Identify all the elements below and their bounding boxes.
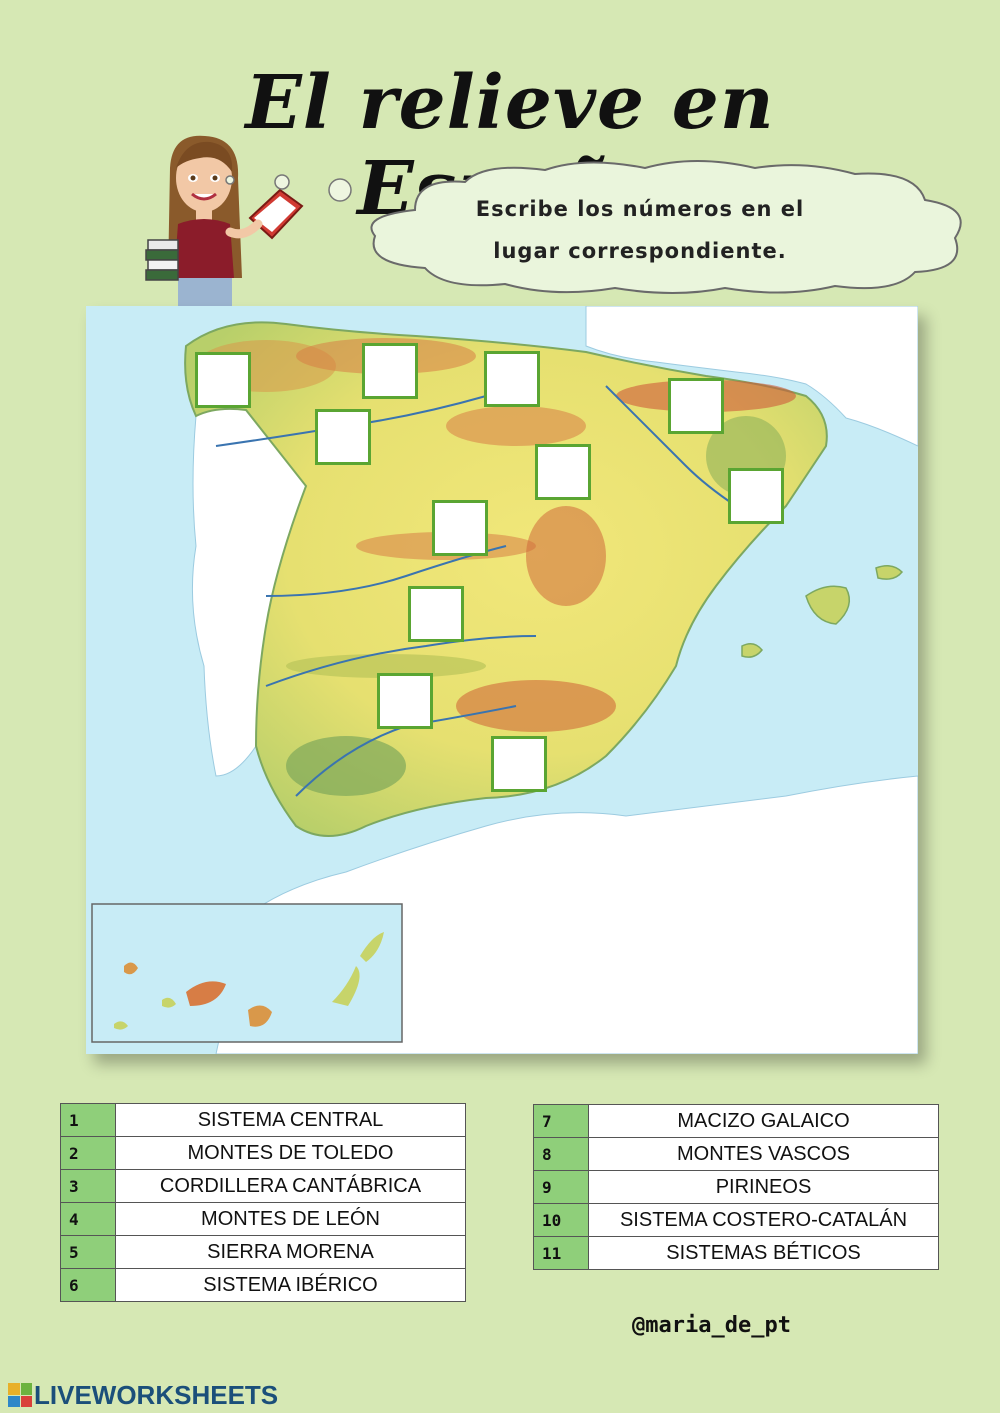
key-row: 2 MONTES DE TOLEDO bbox=[60, 1136, 466, 1170]
key-name: MONTES VASCOS bbox=[588, 1137, 939, 1171]
key-row: 3 CORDILLERA CANTÁBRICA bbox=[60, 1169, 466, 1203]
key-row: 9 PIRINEOS bbox=[533, 1170, 939, 1204]
key-row: 5 SIERRA MORENA bbox=[60, 1235, 466, 1269]
key-table-left: 1 SISTEMA CENTRAL 2 MONTES DE TOLEDO 3 CORDIL… bbox=[60, 1103, 466, 1302]
answer-box[interactable] bbox=[362, 343, 418, 399]
key-number: 2 bbox=[60, 1136, 116, 1170]
answer-box[interactable] bbox=[432, 500, 488, 556]
thought-dots-icon bbox=[225, 174, 352, 202]
answer-box[interactable] bbox=[728, 468, 784, 524]
instructions-line-1: Escribe los números en el bbox=[475, 197, 805, 221]
key-number: 5 bbox=[60, 1235, 116, 1269]
key-table-right: 7 MACIZO GALAICO 8 MONTES VASCOS 9 PIRINEOS 10… bbox=[533, 1104, 939, 1270]
map-of-spain-image bbox=[86, 306, 918, 1054]
key-number: 4 bbox=[60, 1202, 116, 1236]
instructions-line-2: lugar correspondiente. bbox=[493, 239, 787, 263]
key-row: 4 MONTES DE LEÓN bbox=[60, 1202, 466, 1236]
key-row: 1 SISTEMA CENTRAL bbox=[60, 1103, 466, 1137]
key-number: 3 bbox=[60, 1169, 116, 1203]
key-row: 8 MONTES VASCOS bbox=[533, 1137, 939, 1171]
answer-box[interactable] bbox=[535, 444, 591, 500]
key-name: SISTEMAS BÉTICOS bbox=[588, 1236, 939, 1270]
answer-box[interactable] bbox=[408, 586, 464, 642]
key-number: 6 bbox=[60, 1268, 116, 1302]
key-number: 7 bbox=[533, 1104, 589, 1138]
key-number: 8 bbox=[533, 1137, 589, 1171]
key-name: SISTEMA IBÉRICO bbox=[115, 1268, 466, 1302]
author-credit: @maria_de_pt bbox=[632, 1313, 791, 1338]
answer-box[interactable] bbox=[315, 409, 371, 465]
answer-box[interactable] bbox=[195, 352, 251, 408]
relief-map bbox=[86, 306, 918, 1054]
key-number: 10 bbox=[533, 1203, 589, 1237]
answer-box[interactable] bbox=[484, 351, 540, 407]
key-row: 7 MACIZO GALAICO bbox=[533, 1104, 939, 1138]
brand-footer[interactable]: LIVEWORKSHEETS bbox=[8, 1380, 278, 1410]
key-name: MACIZO GALAICO bbox=[588, 1104, 939, 1138]
key-name: PIRINEOS bbox=[588, 1170, 939, 1204]
key-number: 1 bbox=[60, 1103, 116, 1137]
thought-cloud bbox=[370, 160, 962, 294]
answer-box[interactable] bbox=[668, 378, 724, 434]
key-row: 11 SISTEMAS BÉTICOS bbox=[533, 1236, 939, 1270]
brand-name: LIVEWORKSHEETS bbox=[34, 1379, 279, 1410]
key-name: SISTEMA COSTERO-CATALÁN bbox=[588, 1203, 939, 1237]
instructions: Escribe los números en el lugar correspo… bbox=[400, 188, 880, 272]
key-name: MONTES DE TOLEDO bbox=[115, 1136, 466, 1170]
key-name: MONTES DE LEÓN bbox=[115, 1202, 466, 1236]
key-name: CORDILLERA CANTÁBRICA bbox=[115, 1169, 466, 1203]
answer-box[interactable] bbox=[377, 673, 433, 729]
answer-box[interactable] bbox=[491, 736, 547, 792]
key-row: 10 SISTEMA COSTERO-CATALÁN bbox=[533, 1203, 939, 1237]
key-number: 9 bbox=[533, 1170, 589, 1204]
key-name: SISTEMA CENTRAL bbox=[115, 1103, 466, 1137]
key-number: 11 bbox=[533, 1236, 589, 1270]
key-row: 6 SISTEMA IBÉRICO bbox=[60, 1268, 466, 1302]
liveworksheets-logo-icon bbox=[8, 1383, 32, 1407]
teacher-avatar-icon bbox=[145, 135, 304, 306]
key-name: SIERRA MORENA bbox=[115, 1235, 466, 1269]
